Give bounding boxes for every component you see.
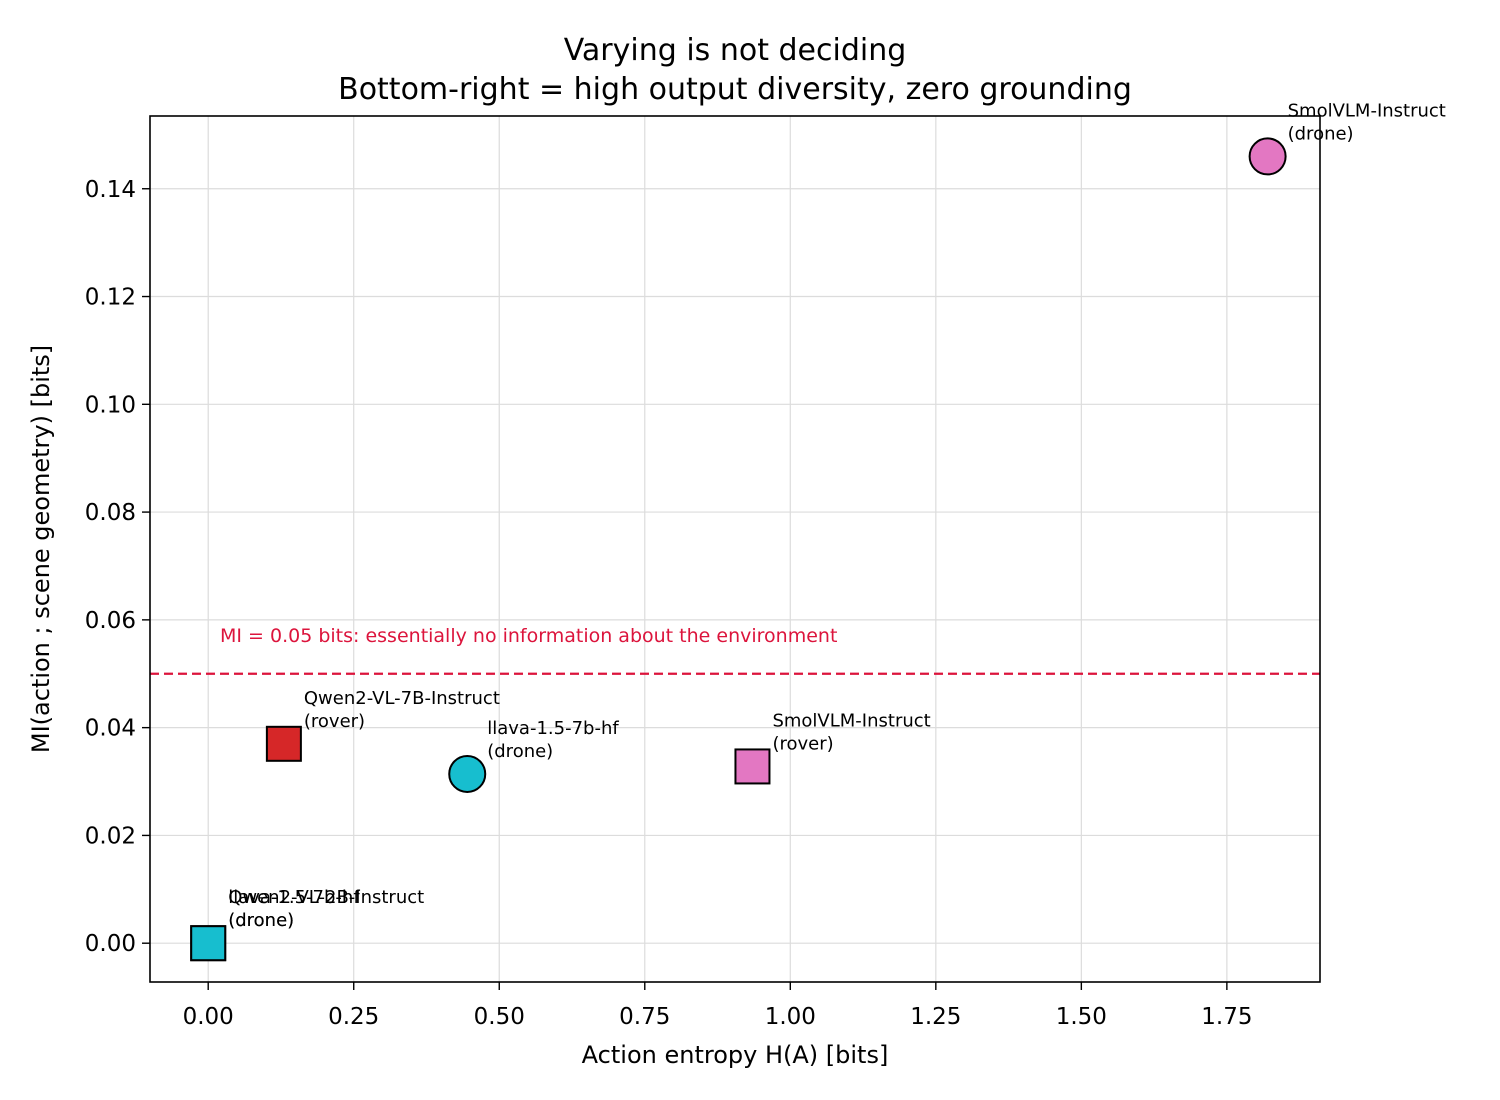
x-tick-label: 0.50 xyxy=(474,1004,525,1030)
y-tick-label: 0.02 xyxy=(85,823,136,849)
points-group xyxy=(190,137,1287,962)
x-tick-label: 1.75 xyxy=(1201,1004,1252,1030)
point-label-platform: (drone) xyxy=(228,910,294,931)
point-label-model: llava-1.5-7b-hf xyxy=(228,887,360,908)
point-label-platform: (rover) xyxy=(772,733,833,754)
x-axis-ticks: 0.00 0.25 0.50 0.75 1.00 1.25 1.50 1.75 xyxy=(183,982,1252,1030)
point-label-platform: (rover) xyxy=(304,711,365,732)
threshold-group: MI = 0.05 bits: essentially no informati… xyxy=(150,625,1320,675)
y-tick-label: 0.08 xyxy=(85,500,136,526)
x-tick-label: 0.75 xyxy=(619,1004,670,1030)
point-label-model: Qwen2-VL-2B-Instruct xyxy=(228,887,424,908)
y-tick-label: 0.06 xyxy=(85,608,136,634)
point-label-model: SmolVLM-Instruct xyxy=(772,710,930,731)
x-axis-label: Action entropy H(A) [bits] xyxy=(582,1041,889,1069)
threshold-label: MI = 0.05 bits: essentially no informati… xyxy=(220,625,837,647)
y-tick-label: 0.00 xyxy=(85,931,136,957)
point-label-model: llava-1.5-7b-hf xyxy=(487,718,619,739)
x-tick-label: 0.00 xyxy=(183,1004,234,1030)
x-tick-label: 1.50 xyxy=(1056,1004,1107,1030)
y-tick-label: 0.12 xyxy=(85,285,136,311)
y-axis-label: MI(action ; scene geometry) [bits] xyxy=(27,345,55,753)
y-tick-label: 0.04 xyxy=(85,716,136,742)
x-tick-label: 0.25 xyxy=(328,1004,379,1030)
point-label-model: SmolVLM-Instruct xyxy=(1288,100,1446,121)
y-tick-label: 0.10 xyxy=(85,392,136,418)
data-point-circle xyxy=(448,754,487,793)
y-tick-label: 0.14 xyxy=(85,177,136,203)
data-point-square xyxy=(190,925,227,962)
data-point-square xyxy=(265,725,302,762)
data-point-square xyxy=(734,748,771,785)
point-label-model: Qwen2-VL-7B-Instruct xyxy=(304,688,500,709)
data-point-circle xyxy=(1248,137,1287,176)
grid xyxy=(150,116,1320,982)
y-axis-ticks: 0.00 0.02 0.04 0.06 0.08 0.10 0.12 0.14 xyxy=(85,177,150,957)
x-tick-label: 1.25 xyxy=(910,1004,961,1030)
x-tick-label: 1.00 xyxy=(765,1004,816,1030)
plot-area-frame xyxy=(149,115,1321,983)
point-label-platform: (drone) xyxy=(487,741,553,762)
chart-subtitle: Bottom-right = high output diversity, ze… xyxy=(338,72,1132,107)
point-labels-group: Qwen2-VL-2B-Instruct(drone)llava-1.5-7b-… xyxy=(228,100,1446,931)
chart-title: Varying is not deciding xyxy=(564,33,907,68)
point-label-platform: (drone) xyxy=(228,910,294,931)
